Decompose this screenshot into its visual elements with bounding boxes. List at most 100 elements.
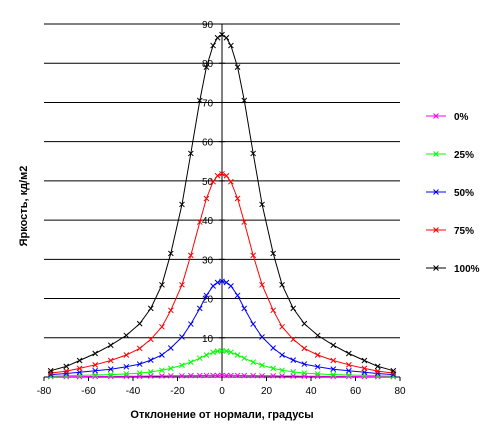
data-point-marker bbox=[361, 357, 368, 364]
x-tick-label: -60 bbox=[81, 386, 96, 397]
data-point-marker bbox=[250, 372, 257, 379]
data-point-marker bbox=[159, 352, 165, 358]
data-point-marker bbox=[228, 372, 234, 379]
data-point-marker bbox=[223, 279, 230, 286]
data-point-marker bbox=[234, 352, 241, 358]
data-point-marker bbox=[290, 357, 297, 363]
data-point-marker bbox=[147, 373, 154, 379]
data-point-marker bbox=[196, 219, 203, 225]
data-point-marker bbox=[241, 97, 248, 104]
data-point-marker bbox=[92, 372, 99, 378]
y-tick-label: 10 bbox=[202, 334, 214, 345]
legend-marker-4 bbox=[433, 265, 439, 271]
data-point-marker bbox=[203, 352, 210, 358]
data-point-marker bbox=[167, 250, 174, 257]
data-point-marker bbox=[270, 250, 277, 257]
data-point-marker bbox=[228, 349, 234, 356]
data-point-marker bbox=[123, 363, 130, 370]
data-point-marker bbox=[223, 348, 230, 354]
data-point-marker bbox=[136, 361, 143, 367]
data-point-marker bbox=[241, 372, 248, 379]
y-tick-label: 90 bbox=[202, 20, 214, 31]
data-point-marker bbox=[92, 361, 99, 368]
data-point-marker bbox=[279, 373, 285, 379]
data-point-marker bbox=[123, 332, 130, 339]
data-point-marker bbox=[259, 201, 265, 208]
data-point-marker bbox=[147, 357, 154, 363]
data-point-marker bbox=[136, 370, 143, 376]
data-point-marker bbox=[234, 292, 241, 299]
data-point-marker bbox=[187, 372, 194, 379]
data-point-marker bbox=[147, 336, 154, 343]
data-point-marker bbox=[203, 372, 210, 379]
data-point-marker bbox=[187, 252, 194, 259]
data-point-marker bbox=[345, 372, 352, 378]
data-point-marker bbox=[374, 363, 381, 370]
data-point-marker bbox=[345, 367, 352, 374]
data-point-marker bbox=[241, 219, 248, 225]
data-point-marker bbox=[345, 350, 352, 357]
data-point-marker bbox=[107, 371, 114, 378]
legend-label-4: 100% bbox=[454, 264, 480, 275]
data-point-marker bbox=[259, 281, 265, 288]
data-point-marker bbox=[223, 172, 230, 179]
y-tick-label: 50 bbox=[202, 177, 214, 188]
data-point-marker bbox=[301, 345, 308, 352]
y-tick-label: 30 bbox=[202, 255, 214, 266]
data-point-marker bbox=[196, 355, 203, 362]
data-point-marker bbox=[314, 371, 321, 377]
data-point-marker bbox=[270, 372, 277, 379]
data-point-marker bbox=[63, 363, 70, 370]
data-point-marker bbox=[214, 372, 221, 379]
data-point-marker bbox=[187, 150, 194, 157]
data-point-marker bbox=[279, 352, 285, 358]
x-tick-label: -20 bbox=[170, 386, 185, 397]
data-point-marker bbox=[179, 201, 185, 208]
data-point-marker bbox=[187, 359, 194, 365]
data-point-marker bbox=[290, 336, 297, 343]
data-point-marker bbox=[301, 361, 308, 367]
data-point-marker bbox=[219, 170, 225, 177]
data-point-marker bbox=[234, 195, 241, 202]
x-tick-label: 60 bbox=[350, 386, 362, 397]
data-point-marker bbox=[107, 342, 114, 349]
y-tick-label: 20 bbox=[202, 295, 214, 306]
data-point-marker bbox=[250, 321, 257, 327]
data-point-marker bbox=[196, 305, 203, 312]
data-point-marker bbox=[179, 372, 185, 379]
data-point-marker bbox=[210, 349, 216, 356]
legend-marker-1 bbox=[433, 151, 439, 157]
data-point-marker bbox=[228, 178, 234, 185]
data-point-marker bbox=[290, 305, 297, 312]
data-point-marker bbox=[159, 323, 165, 330]
data-point-marker bbox=[92, 350, 99, 357]
x-tick-label: -40 bbox=[126, 386, 141, 397]
data-point-marker bbox=[147, 369, 154, 375]
data-point-marker bbox=[290, 369, 297, 375]
data-point-marker bbox=[214, 172, 221, 179]
data-point-marker bbox=[210, 178, 216, 185]
data-point-marker bbox=[159, 281, 165, 288]
data-point-marker bbox=[374, 372, 381, 379]
data-point-marker bbox=[210, 42, 216, 49]
data-point-marker bbox=[159, 367, 165, 374]
data-point-marker bbox=[47, 370, 54, 376]
data-point-marker bbox=[203, 292, 210, 299]
data-point-marker bbox=[76, 365, 83, 372]
data-point-marker bbox=[123, 352, 130, 358]
data-point-marker bbox=[279, 323, 285, 330]
data-point-marker bbox=[136, 345, 143, 352]
data-point-marker bbox=[63, 368, 70, 374]
data-point-marker bbox=[219, 31, 225, 38]
data-point-marker bbox=[214, 279, 221, 286]
x-tick-label: 20 bbox=[261, 386, 273, 397]
data-point-marker bbox=[228, 42, 234, 49]
data-point-marker bbox=[234, 372, 241, 379]
data-point-marker bbox=[123, 371, 130, 377]
x-tick-label: 0 bbox=[219, 386, 225, 397]
data-point-marker bbox=[314, 352, 321, 358]
data-point-marker bbox=[374, 368, 381, 374]
data-point-marker bbox=[234, 64, 241, 70]
